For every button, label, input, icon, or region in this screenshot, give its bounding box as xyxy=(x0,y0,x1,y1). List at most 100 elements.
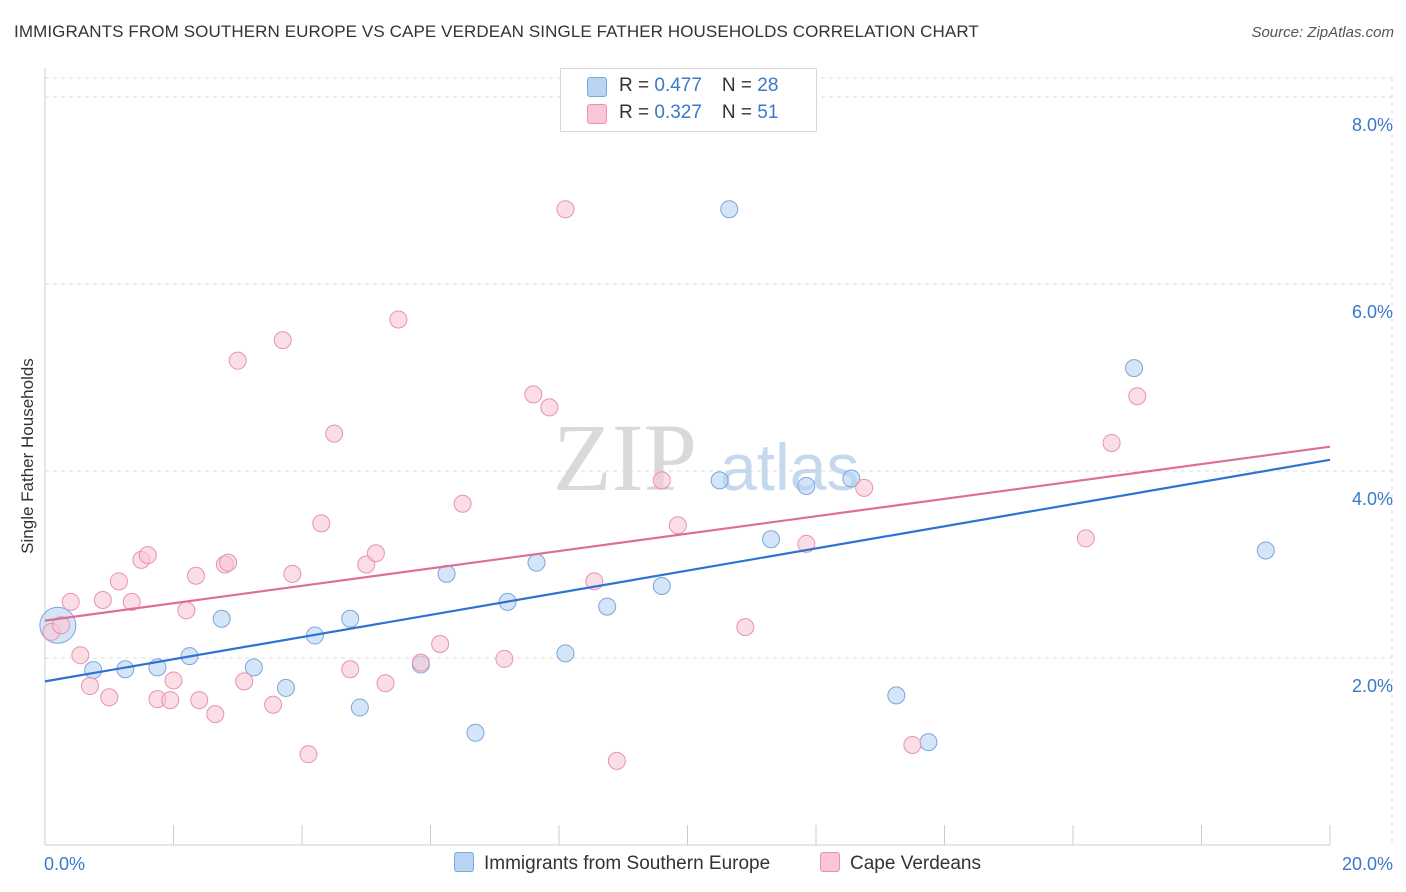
point-southern-europe xyxy=(527,553,546,572)
point-cape-verdean xyxy=(524,385,543,404)
point-cape-verdean xyxy=(109,572,128,591)
point-cape-verdean xyxy=(495,649,514,668)
point-cape-verdean xyxy=(325,424,344,443)
point-cape-verdean xyxy=(607,751,626,770)
point-southern-europe xyxy=(762,530,781,549)
x-tick-label: 0.0% xyxy=(44,854,85,874)
y-tick-label: 8.0% xyxy=(1352,115,1393,135)
point-cape-verdean xyxy=(366,544,385,563)
point-southern-europe xyxy=(887,686,906,705)
legend-n-label: N = xyxy=(721,102,758,123)
legend-n-value: 51 xyxy=(757,102,779,123)
point-cape-verdean xyxy=(652,471,671,490)
tick-label-layer: 2.0% 4.0% 6.0% 8.0% 0.0% 20.0% xyxy=(44,115,1393,874)
point-southern-europe xyxy=(720,200,739,219)
legend-swatch-blue xyxy=(587,77,607,97)
bottom-legend-southern-europe: Immigrants from Southern Europe xyxy=(454,852,770,875)
point-cape-verdean xyxy=(1076,529,1095,548)
point-cape-verdean xyxy=(376,674,395,693)
point-cape-verdean xyxy=(283,564,302,583)
point-cape-verdean xyxy=(164,671,183,690)
point-cape-verdean xyxy=(431,634,450,653)
point-cape-verdean xyxy=(186,566,205,585)
point-cape-verdean xyxy=(273,331,292,350)
y-axis-label: Single Father Households xyxy=(18,358,37,554)
point-southern-europe xyxy=(350,698,369,717)
point-cape-verdean xyxy=(122,592,141,611)
point-cape-verdean xyxy=(52,616,71,635)
trend-layer xyxy=(44,445,1331,683)
point-cape-verdean xyxy=(177,601,196,620)
point-cape-verdean xyxy=(556,200,575,219)
point-cape-verdean xyxy=(341,660,360,679)
y-tick-label: 4.0% xyxy=(1352,489,1393,509)
point-southern-europe xyxy=(598,597,617,616)
point-cape-verdean xyxy=(903,735,922,754)
bottom-legend-cape-verdeans: Cape Verdeans xyxy=(820,852,981,875)
legend-r-value: 0.477 xyxy=(654,75,702,96)
point-cape-verdean xyxy=(1128,387,1147,406)
point-cape-verdean xyxy=(219,553,238,572)
grid-layer xyxy=(45,77,1393,845)
point-cape-verdean xyxy=(161,691,180,710)
legend-r-label: R = xyxy=(619,102,655,123)
source-credit: Source: ZipAtlas.com xyxy=(1251,24,1394,41)
point-southern-europe xyxy=(556,644,575,663)
point-cape-verdean xyxy=(190,691,209,710)
point-southern-europe xyxy=(1256,541,1275,560)
legend-r-label: R = xyxy=(619,75,655,96)
point-cape-verdean xyxy=(736,618,755,637)
watermark-zip: ZIP xyxy=(553,404,697,511)
bottom-legend-label-pink: Cape Verdeans xyxy=(850,853,981,874)
point-cape-verdean xyxy=(540,398,559,417)
point-southern-europe xyxy=(466,723,485,742)
point-southern-europe xyxy=(652,577,671,596)
point-cape-verdean xyxy=(61,592,80,611)
point-southern-europe xyxy=(842,469,861,488)
point-cape-verdean xyxy=(1102,433,1121,452)
legend-n-value: 28 xyxy=(757,75,779,96)
y-tick-label: 6.0% xyxy=(1352,302,1393,322)
legend-r-value: 0.327 xyxy=(654,102,702,123)
x-tick-label: 20.0% xyxy=(1342,854,1393,874)
bottom-legend-swatch-blue xyxy=(454,852,474,872)
trendline-cape-verdean xyxy=(44,445,1331,622)
point-cape-verdean xyxy=(138,546,157,565)
point-southern-europe xyxy=(244,658,263,677)
chart-title: IMMIGRANTS FROM SOUTHERN EUROPE VS CAPE … xyxy=(14,22,979,41)
point-southern-europe xyxy=(276,678,295,697)
y-tick-label: 2.0% xyxy=(1352,676,1393,696)
point-cape-verdean xyxy=(668,516,687,535)
axis-layer xyxy=(44,68,1331,846)
point-cape-verdean xyxy=(100,688,119,707)
point-cape-verdean xyxy=(312,514,331,533)
point-southern-europe xyxy=(919,733,938,752)
points-layer xyxy=(39,200,1275,770)
legend-n-label: N = xyxy=(721,75,758,96)
point-cape-verdean xyxy=(235,672,254,691)
point-southern-europe xyxy=(1125,359,1144,378)
bottom-legend-label-blue: Immigrants from Southern Europe xyxy=(484,853,771,874)
watermark-atlas: atlas xyxy=(720,430,859,504)
trendline-southern-europe xyxy=(44,458,1331,683)
point-cape-verdean xyxy=(797,534,816,553)
legend-swatch-pink xyxy=(587,104,607,124)
point-southern-europe xyxy=(84,661,103,680)
point-cape-verdean xyxy=(453,494,472,513)
point-cape-verdean xyxy=(71,646,90,665)
point-cape-verdean xyxy=(264,695,283,714)
point-cape-verdean xyxy=(411,653,430,672)
point-cape-verdean xyxy=(80,677,99,696)
bottom-legend-swatch-pink xyxy=(820,852,840,872)
point-cape-verdean xyxy=(299,745,318,764)
point-cape-verdean xyxy=(93,591,112,610)
watermark: ZIP atlas xyxy=(553,404,859,511)
point-cape-verdean xyxy=(228,351,247,370)
legend-box: R = 0.477 N = 28 R = 0.327 N = 51 xyxy=(560,68,817,132)
point-southern-europe xyxy=(341,609,360,628)
point-southern-europe xyxy=(797,476,816,495)
point-cape-verdean xyxy=(855,478,874,497)
point-cape-verdean xyxy=(389,310,408,329)
point-southern-europe xyxy=(710,471,729,490)
point-southern-europe xyxy=(212,609,231,628)
